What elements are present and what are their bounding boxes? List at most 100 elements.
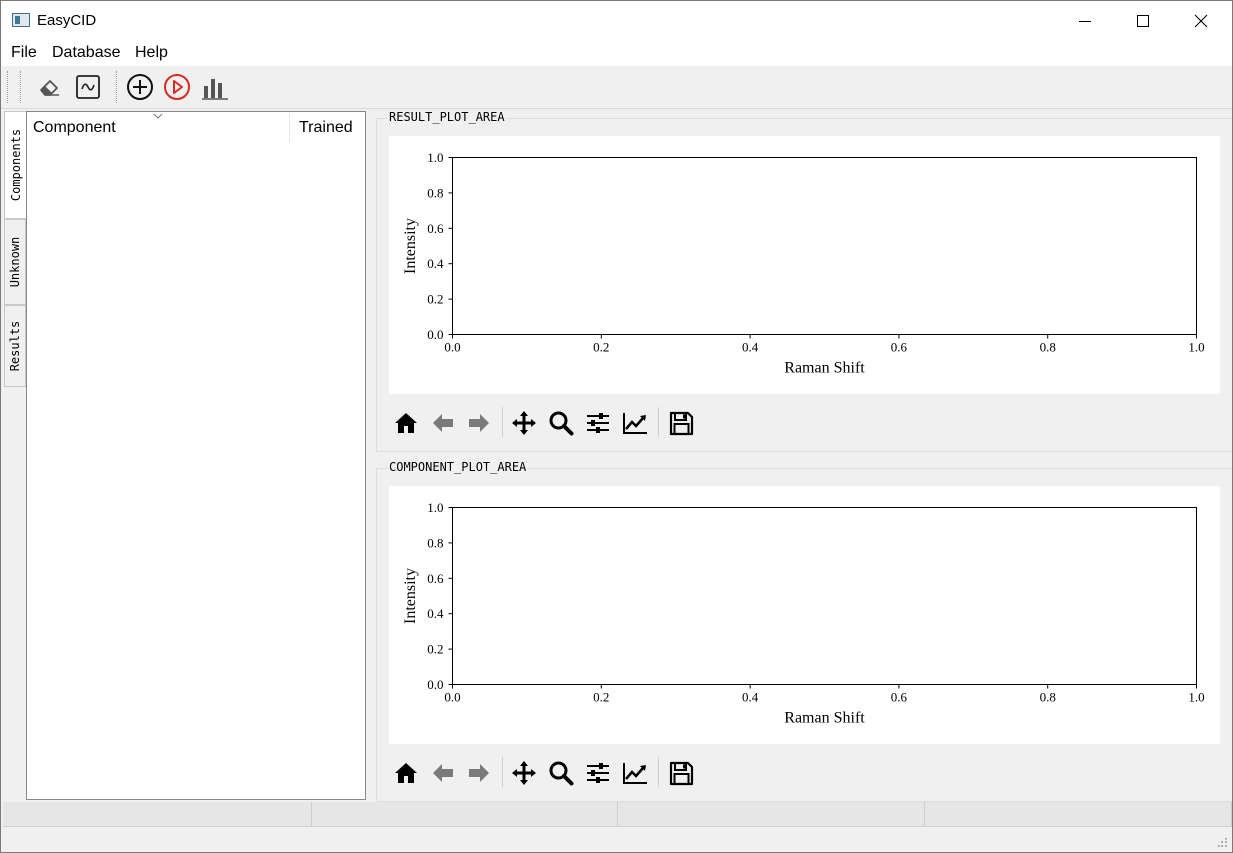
tab-unknown-label: Unknown (8, 236, 22, 288)
side-tab-bar: Components Unknown Results (4, 111, 26, 801)
resize-grip-icon[interactable] (1218, 838, 1228, 848)
plot-frame (452, 157, 1197, 335)
title-bar: EasyCID (1, 1, 1232, 41)
y-tick-label: 1.0 (427, 500, 443, 515)
result-plot-group: RESULT_PLOT_AREA 0.0 0.2 0.4 0.6 0.8 1.0 0.0 0.… (376, 110, 1232, 452)
x-tick-label: 0.2 (593, 340, 609, 355)
column-divider[interactable] (289, 114, 290, 142)
component-list[interactable]: Component Trained (26, 111, 366, 800)
close-icon (1194, 14, 1208, 28)
x-axis-label: Raman Shift (784, 360, 865, 377)
y-tick-label: 0.2 (427, 292, 443, 307)
window-title: EasyCID (37, 12, 97, 29)
x-tick-label: 0.0 (444, 340, 460, 355)
x-tick-label: 0.8 (1040, 690, 1056, 705)
configure-subplots-icon (587, 413, 609, 433)
x-tick-label: 0.6 (891, 340, 908, 355)
sort-indicator-icon (153, 113, 163, 119)
edit-axes-icon (623, 413, 647, 434)
x-tick-label: 0.2 (593, 690, 609, 705)
back-arrow-button[interactable] (426, 406, 460, 440)
status-segment (618, 802, 925, 827)
toolbar-separator (116, 71, 119, 103)
save-button[interactable] (664, 756, 698, 790)
y-axis-label: Intensity (402, 218, 419, 274)
statistics-button[interactable] (199, 71, 231, 103)
menu-file[interactable]: File (11, 44, 37, 61)
component-plot-navigation-toolbar (389, 753, 709, 793)
x-tick-label: 0.4 (742, 690, 759, 705)
minimize-button[interactable] (1056, 1, 1114, 41)
run-button[interactable] (161, 71, 193, 103)
edit-axes-icon (623, 763, 647, 784)
menu-bar: File Database Help (1, 41, 1232, 66)
close-button[interactable] (1172, 1, 1230, 41)
forward-arrow-button[interactable] (462, 406, 496, 440)
y-tick-label: 0.8 (427, 535, 443, 550)
edit-axes-button[interactable] (618, 406, 652, 440)
y-tick-label: 0.4 (427, 606, 444, 621)
x-tick-label: 1.0 (1188, 340, 1204, 355)
x-axis-label: Raman Shift (784, 710, 865, 727)
column-header-component[interactable]: Component (33, 119, 116, 136)
save-button[interactable] (664, 406, 698, 440)
tab-components[interactable]: Components (4, 111, 26, 219)
status-segment (3, 802, 312, 827)
home-button[interactable] (389, 406, 423, 440)
main-toolbar (1, 66, 1232, 109)
menu-help[interactable]: Help (135, 44, 168, 61)
pan-button[interactable] (507, 406, 541, 440)
component-plot-group-title: COMPONENT_PLOT_AREA (387, 460, 529, 474)
configure-subplots-button[interactable] (581, 406, 615, 440)
toolbar-grip[interactable] (20, 71, 23, 103)
y-axis-label: Intensity (402, 568, 419, 624)
forward-arrow-button[interactable] (462, 756, 496, 790)
tab-unknown[interactable]: Unknown (4, 219, 26, 305)
forward-arrow-icon (469, 764, 489, 782)
column-header-trained[interactable]: Trained (299, 119, 353, 136)
component-plot-group: COMPONENT_PLOT_AREA 0.0 0.2 0.4 0.6 0.8 1.0 0.… (376, 460, 1232, 802)
tab-results[interactable]: Results (4, 305, 26, 387)
y-tick-label: 0.0 (427, 327, 443, 342)
home-icon (395, 763, 417, 783)
x-tick-label: 0.6 (891, 690, 908, 705)
back-arrow-button[interactable] (426, 756, 460, 790)
home-icon (395, 413, 417, 433)
y-tick-label: 0.0 (427, 677, 443, 692)
tab-results-label: Results (8, 320, 22, 372)
home-button[interactable] (389, 756, 423, 790)
x-tick-label: 1.0 (1188, 690, 1204, 705)
spectrum-button[interactable] (72, 71, 104, 103)
pan-icon (512, 761, 536, 785)
spectrum-icon (76, 75, 100, 99)
zoom-button[interactable] (544, 756, 578, 790)
pan-icon (512, 411, 536, 435)
y-tick-label: 0.6 (427, 221, 444, 236)
component-plot-svg: 0.0 0.2 0.4 0.6 0.8 1.0 0.0 0.2 0.4 0.6 0.8 1.0 Rama… (402, 500, 1205, 727)
y-tick-label: 0.8 (427, 185, 443, 200)
toolbar-grip[interactable] (7, 71, 10, 103)
edit-axes-button[interactable] (618, 756, 652, 790)
clear-button[interactable] (33, 71, 65, 103)
maximize-icon (1137, 15, 1149, 27)
plot-frame (452, 507, 1197, 685)
zoom-icon (549, 411, 574, 436)
toolbar-separator (658, 407, 659, 437)
add-button[interactable] (124, 71, 156, 103)
save-icon (669, 761, 694, 786)
eraser-icon (40, 80, 59, 96)
configure-subplots-icon (587, 763, 609, 783)
maximize-button[interactable] (1114, 1, 1172, 41)
back-arrow-icon (433, 414, 453, 432)
x-tick-label: 0.0 (444, 690, 460, 705)
x-tick-label: 0.4 (742, 340, 759, 355)
pan-button[interactable] (507, 756, 541, 790)
result-plot-canvas[interactable]: 0.0 0.2 0.4 0.6 0.8 1.0 0.0 0.2 0.4 0.6 0.8 1.0 Rama… (389, 136, 1220, 394)
play-circle-icon (164, 74, 190, 100)
menu-database[interactable]: Database (52, 44, 121, 61)
zoom-button[interactable] (544, 406, 578, 440)
component-plot-canvas[interactable]: 0.0 0.2 0.4 0.6 0.8 1.0 0.0 0.2 0.4 0.6 0.8 1.0 Rama… (389, 486, 1220, 744)
configure-subplots-button[interactable] (581, 756, 615, 790)
back-arrow-icon (433, 764, 453, 782)
